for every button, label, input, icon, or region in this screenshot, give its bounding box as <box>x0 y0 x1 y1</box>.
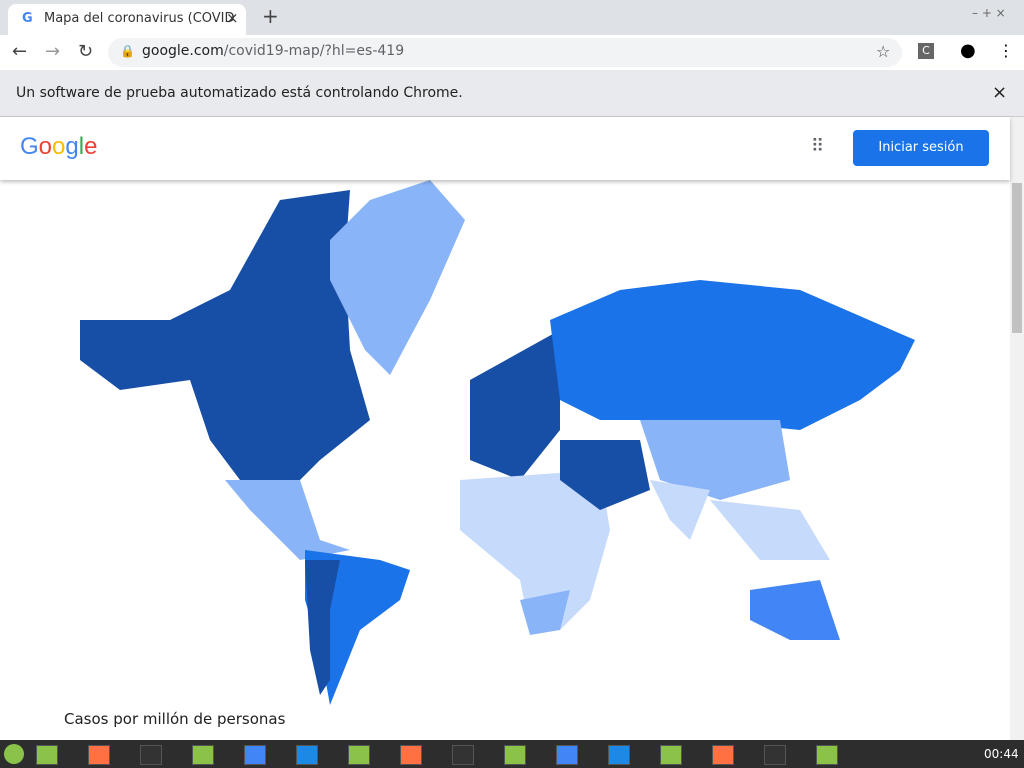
taskbar-app[interactable] <box>764 745 786 765</box>
tab-close[interactable]: × <box>226 9 239 27</box>
clock: 00:44 <box>984 747 1019 761</box>
scrollbar[interactable] <box>1010 117 1024 740</box>
sign-in-button[interactable]: Iniciar sesión <box>853 130 989 166</box>
logo-letter: g <box>65 133 79 160</box>
bookmark[interactable]: ☆ <box>876 42 891 61</box>
forward[interactable]: → <box>45 41 61 62</box>
taskbar-app[interactable] <box>140 745 162 765</box>
profile[interactable]: ● <box>960 40 976 61</box>
omnibox[interactable]: 🔒 google.com/covid19-map/?hl=es-419 ☆ <box>108 38 902 67</box>
scroll-thumb[interactable] <box>1012 183 1022 333</box>
start-menu[interactable] <box>4 744 24 764</box>
new-tab[interactable]: + <box>262 4 279 28</box>
infobar-text: Un software de prueba automatizado está … <box>16 85 463 101</box>
back[interactable]: ← <box>12 41 28 62</box>
reload[interactable]: ↻ <box>78 41 94 62</box>
taskbar-app[interactable] <box>348 745 370 765</box>
logo-letter: G <box>20 133 39 160</box>
world-map <box>80 180 915 705</box>
tab-title: Mapa del coronavirus (COVID <box>44 11 235 26</box>
taskbar-app[interactable] <box>608 745 630 765</box>
tab[interactable]: G Mapa del coronavirus (COVID × <box>8 4 246 35</box>
window-controls[interactable]: – + × <box>972 6 1006 20</box>
menu[interactable]: ⋮ <box>998 41 1014 60</box>
lock: 🔒 <box>120 44 135 58</box>
taskbar-app[interactable] <box>712 745 734 765</box>
taskbar-app[interactable] <box>660 745 682 765</box>
logo-letter: l <box>78 133 85 160</box>
taskbar: 00:44 <box>0 740 1024 768</box>
taskbar-app[interactable] <box>400 745 422 765</box>
url-host: google.com <box>142 43 224 59</box>
url: google.com/covid19-map/?hl=es-419 <box>142 43 404 59</box>
taskbar-app[interactable] <box>504 745 526 765</box>
logo-letter: e <box>84 133 98 160</box>
map-regions <box>80 180 915 705</box>
taskbar-app[interactable] <box>452 745 474 765</box>
favicon: G <box>22 11 33 26</box>
tab-strip: G Mapa del coronavirus (COVID × + – + × <box>0 0 1024 35</box>
infobar: Un software de prueba automatizado está … <box>0 70 1024 117</box>
legend-title: Casos por millón de personas <box>64 710 286 728</box>
apps[interactable]: ⠿ <box>811 136 824 157</box>
google-logo[interactable]: Google <box>20 133 97 161</box>
taskbar-app[interactable] <box>816 745 838 765</box>
logo-letter: o <box>38 133 53 160</box>
logo-letter: o <box>52 133 66 160</box>
taskbar-app[interactable] <box>88 745 110 765</box>
taskbar-app[interactable] <box>36 745 58 765</box>
taskbar-app[interactable] <box>244 745 266 765</box>
infobar-close[interactable]: × <box>992 82 1008 103</box>
extension[interactable]: C <box>918 43 934 59</box>
taskbar-app[interactable] <box>556 745 578 765</box>
site-header: Google ⠿ <box>0 117 1010 180</box>
taskbar-app[interactable] <box>192 745 214 765</box>
url-path: /covid19-map/?hl=es-419 <box>223 43 405 59</box>
taskbar-app[interactable] <box>296 745 318 765</box>
